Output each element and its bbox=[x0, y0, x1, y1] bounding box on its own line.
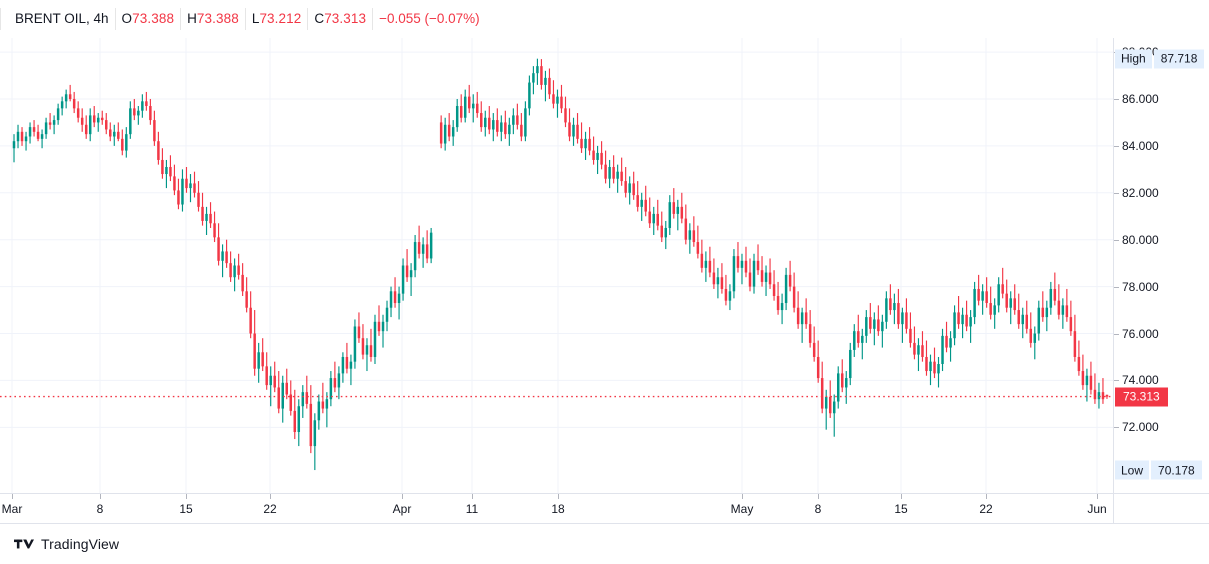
time-axis-tick bbox=[818, 494, 819, 499]
ohlc-high-value: 73.388 bbox=[196, 11, 239, 26]
time-axis-separator bbox=[1113, 494, 1114, 524]
ohlc-open: O 73.388 bbox=[114, 8, 181, 30]
price-axis-label: 76.000 bbox=[1122, 326, 1159, 341]
time-axis-tick bbox=[472, 494, 473, 499]
time-axis-tick bbox=[901, 494, 902, 499]
ohlc-close: C 73.313 bbox=[307, 8, 372, 30]
price-axis[interactable]: 88.00086.00084.00082.00080.00078.00076.0… bbox=[1113, 38, 1209, 493]
high-price-badge-tag: High bbox=[1115, 49, 1152, 69]
time-axis-label: 22 bbox=[979, 502, 993, 516]
price-axis-tick bbox=[1114, 145, 1119, 147]
price-axis-tick bbox=[1114, 380, 1119, 382]
price-axis-label: 82.000 bbox=[1122, 185, 1159, 200]
time-axis-tick bbox=[1097, 494, 1098, 499]
low-price-badge: Low 70.178 bbox=[1115, 460, 1202, 480]
price-axis-label: 80.000 bbox=[1122, 232, 1159, 247]
price-axis-tick bbox=[1114, 286, 1119, 288]
ohlc-open-value: 73.388 bbox=[132, 11, 175, 26]
ohlc-high: H 73.388 bbox=[180, 8, 245, 30]
time-axis-tick bbox=[12, 494, 13, 499]
price-axis-label: 74.000 bbox=[1122, 373, 1159, 388]
price-axis-label: 86.000 bbox=[1122, 91, 1159, 106]
high-price-badge: High 87.718 bbox=[1115, 49, 1205, 69]
price-axis-tick bbox=[1114, 333, 1119, 335]
ohlc-close-key: C bbox=[314, 11, 325, 26]
candlestick-series bbox=[12, 58, 1109, 471]
time-axis-label: 15 bbox=[179, 502, 193, 516]
time-axis-tick bbox=[186, 494, 187, 499]
price-axis-tick bbox=[1114, 192, 1119, 194]
chart-footer: TradingView bbox=[0, 523, 1209, 564]
ohlc-close-value: 73.313 bbox=[324, 11, 367, 26]
ohlc-high-key: H bbox=[187, 11, 197, 26]
ohlc-low-value: 73.212 bbox=[259, 11, 302, 26]
time-axis-label: 22 bbox=[263, 502, 277, 516]
time-axis-label: 15 bbox=[894, 502, 908, 516]
time-axis-label: 11 bbox=[465, 502, 479, 516]
tradingview-logo-icon bbox=[14, 539, 34, 549]
low-price-badge-value: 70.178 bbox=[1151, 460, 1202, 480]
low-price-badge-tag: Low bbox=[1115, 460, 1150, 480]
ohlc-low: L 73.212 bbox=[244, 8, 308, 30]
high-price-badge-value: 87.718 bbox=[1153, 49, 1205, 69]
tradingview-branding[interactable]: TradingView bbox=[14, 536, 119, 552]
price-axis-label: 78.000 bbox=[1122, 279, 1159, 294]
symbol-title[interactable]: BRENT OIL, 4h bbox=[0, 8, 115, 30]
chart-overlays bbox=[0, 395, 1113, 398]
last-price-badge: 73.313 bbox=[1115, 387, 1168, 407]
time-axis[interactable]: Mar 8 15 22 Apr 11 18 May 8 15 22 Jun bbox=[0, 493, 1209, 524]
ohlc-open-key: O bbox=[121, 11, 133, 26]
price-change: −0.055 (−0.07%) bbox=[372, 8, 486, 30]
time-axis-label: Jun bbox=[1087, 502, 1107, 516]
time-axis-tick bbox=[558, 494, 559, 499]
time-axis-label: 18 bbox=[551, 502, 565, 516]
time-axis-label: Apr bbox=[392, 502, 412, 516]
time-axis-tick bbox=[742, 494, 743, 499]
time-axis-tick bbox=[402, 494, 403, 499]
price-axis-label: 84.000 bbox=[1122, 138, 1159, 153]
time-axis-label: Mar bbox=[1, 502, 23, 516]
time-axis-tick bbox=[986, 494, 987, 499]
time-axis-label: May bbox=[730, 502, 754, 516]
price-axis-label: 72.000 bbox=[1122, 420, 1159, 435]
time-axis-tick bbox=[100, 494, 101, 499]
price-axis-tick bbox=[1114, 98, 1119, 100]
time-axis-label: 8 bbox=[814, 502, 822, 516]
time-axis-tick bbox=[270, 494, 271, 499]
price-axis-tick bbox=[1114, 239, 1119, 241]
time-axis-label: 8 bbox=[96, 502, 104, 516]
price-axis-tick bbox=[1114, 427, 1119, 429]
tradingview-wordmark: TradingView bbox=[41, 536, 120, 552]
chart-pane[interactable] bbox=[0, 38, 1113, 493]
ohlc-low-key: L bbox=[251, 11, 260, 26]
